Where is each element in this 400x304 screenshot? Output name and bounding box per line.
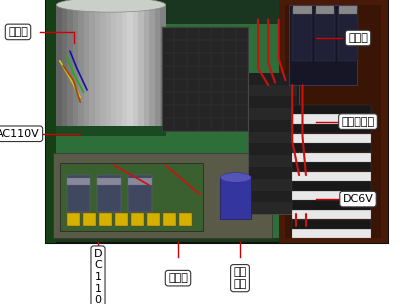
FancyBboxPatch shape: [292, 143, 371, 152]
FancyBboxPatch shape: [149, 5, 155, 126]
FancyBboxPatch shape: [316, 6, 334, 15]
FancyBboxPatch shape: [56, 122, 166, 136]
FancyBboxPatch shape: [128, 178, 152, 185]
FancyBboxPatch shape: [133, 5, 139, 126]
FancyBboxPatch shape: [250, 179, 297, 191]
Text: 接触器: 接触器: [348, 33, 368, 43]
FancyBboxPatch shape: [292, 105, 371, 114]
FancyBboxPatch shape: [292, 210, 371, 219]
FancyBboxPatch shape: [53, 5, 381, 238]
FancyBboxPatch shape: [66, 178, 90, 185]
Text: 振荡槽: 振荡槽: [8, 27, 28, 37]
FancyBboxPatch shape: [67, 5, 73, 126]
FancyBboxPatch shape: [56, 5, 62, 126]
FancyBboxPatch shape: [292, 153, 371, 162]
FancyBboxPatch shape: [289, 5, 357, 85]
FancyBboxPatch shape: [84, 5, 90, 126]
FancyBboxPatch shape: [115, 213, 128, 226]
FancyBboxPatch shape: [89, 5, 95, 126]
FancyBboxPatch shape: [250, 108, 297, 120]
FancyBboxPatch shape: [292, 219, 371, 229]
FancyBboxPatch shape: [160, 5, 166, 126]
FancyBboxPatch shape: [60, 163, 203, 231]
FancyBboxPatch shape: [250, 167, 297, 179]
Text: 可调
电阻: 可调 电阻: [233, 267, 247, 289]
FancyBboxPatch shape: [292, 191, 371, 200]
FancyBboxPatch shape: [163, 213, 176, 226]
FancyBboxPatch shape: [292, 133, 371, 143]
FancyBboxPatch shape: [250, 132, 297, 143]
FancyBboxPatch shape: [292, 229, 371, 238]
FancyBboxPatch shape: [250, 143, 297, 155]
FancyBboxPatch shape: [250, 73, 297, 85]
FancyBboxPatch shape: [179, 213, 192, 226]
FancyBboxPatch shape: [248, 73, 299, 214]
FancyBboxPatch shape: [73, 5, 78, 126]
FancyBboxPatch shape: [220, 178, 251, 219]
FancyBboxPatch shape: [285, 5, 381, 238]
FancyBboxPatch shape: [250, 191, 297, 202]
FancyBboxPatch shape: [147, 213, 160, 226]
FancyBboxPatch shape: [99, 213, 112, 226]
FancyBboxPatch shape: [338, 9, 358, 61]
FancyBboxPatch shape: [292, 114, 371, 124]
FancyBboxPatch shape: [94, 5, 100, 126]
FancyBboxPatch shape: [138, 5, 144, 126]
FancyBboxPatch shape: [122, 5, 128, 126]
FancyBboxPatch shape: [250, 96, 297, 108]
FancyBboxPatch shape: [292, 162, 371, 171]
FancyBboxPatch shape: [46, 0, 388, 24]
FancyBboxPatch shape: [292, 9, 312, 61]
FancyBboxPatch shape: [66, 175, 90, 212]
FancyBboxPatch shape: [250, 155, 297, 167]
FancyBboxPatch shape: [162, 27, 248, 131]
FancyBboxPatch shape: [250, 120, 297, 132]
FancyBboxPatch shape: [131, 213, 144, 226]
FancyBboxPatch shape: [293, 6, 312, 15]
Text: AC110V: AC110V: [0, 129, 40, 139]
FancyBboxPatch shape: [292, 124, 371, 133]
FancyBboxPatch shape: [106, 5, 111, 126]
FancyBboxPatch shape: [144, 5, 150, 126]
FancyBboxPatch shape: [46, 0, 388, 243]
Text: 电路板: 电路板: [168, 273, 188, 283]
FancyBboxPatch shape: [111, 5, 117, 126]
Text: 灯丝变压器: 灯丝变压器: [342, 117, 374, 126]
FancyBboxPatch shape: [53, 153, 272, 238]
FancyBboxPatch shape: [250, 85, 297, 96]
FancyBboxPatch shape: [97, 175, 121, 212]
FancyBboxPatch shape: [78, 5, 84, 126]
FancyBboxPatch shape: [292, 172, 371, 181]
FancyBboxPatch shape: [116, 5, 122, 126]
FancyBboxPatch shape: [62, 5, 68, 126]
FancyBboxPatch shape: [97, 178, 121, 185]
FancyBboxPatch shape: [278, 0, 388, 243]
FancyBboxPatch shape: [315, 9, 335, 61]
FancyBboxPatch shape: [66, 213, 80, 226]
FancyBboxPatch shape: [82, 213, 96, 226]
FancyBboxPatch shape: [292, 200, 371, 210]
Ellipse shape: [220, 173, 251, 182]
FancyBboxPatch shape: [100, 5, 106, 126]
FancyBboxPatch shape: [46, 0, 56, 243]
FancyBboxPatch shape: [128, 175, 152, 212]
FancyBboxPatch shape: [250, 202, 297, 214]
FancyBboxPatch shape: [155, 5, 161, 126]
Text: D
C
1
1
0
V: D C 1 1 0 V: [94, 249, 102, 304]
Ellipse shape: [56, 0, 166, 12]
FancyBboxPatch shape: [127, 5, 133, 126]
FancyBboxPatch shape: [292, 181, 371, 191]
Text: DC6V: DC6V: [342, 194, 374, 204]
FancyBboxPatch shape: [338, 6, 357, 15]
